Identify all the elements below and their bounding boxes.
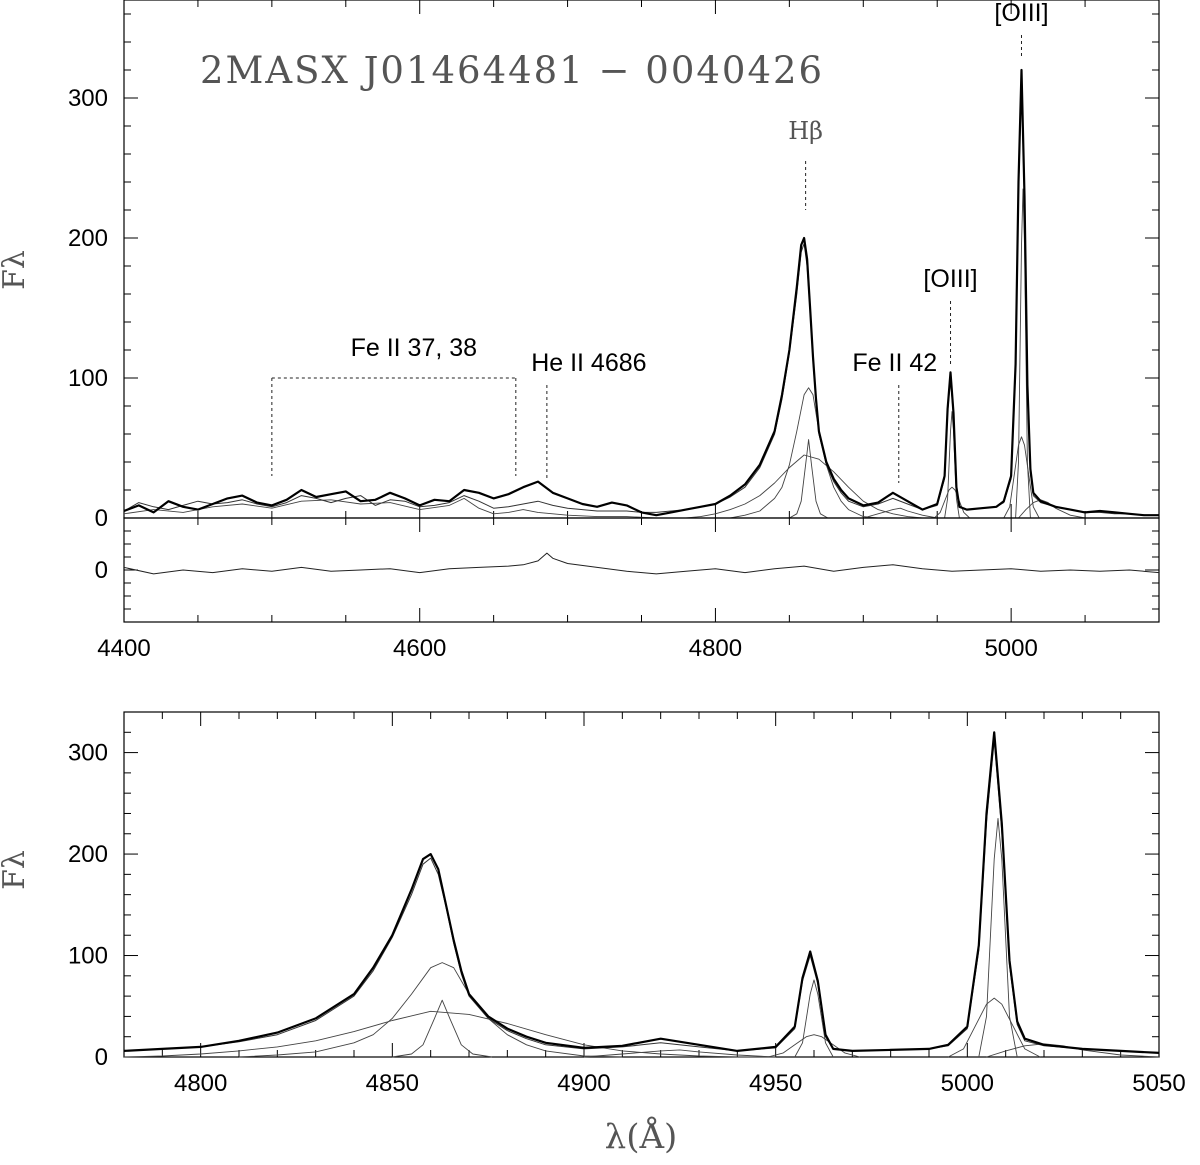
x-tick-label: 5000 — [984, 635, 1037, 662]
y-tick-label: 100 — [68, 943, 108, 970]
x-tick-label: 5050 — [1132, 1070, 1185, 1097]
series-intermediate-hbeta — [730, 387, 879, 519]
x-tick-label: 5000 — [941, 1070, 994, 1097]
series-oiii-5007-narrow — [1015, 188, 1031, 519]
series-oiii-4959-narrow — [944, 411, 960, 519]
series-fe-ii-42-component — [863, 507, 938, 519]
series-intermediate-hbeta — [238, 962, 623, 1058]
y-tick-label: 0 — [95, 557, 108, 584]
annotation-label: He II 4686 — [531, 349, 646, 377]
y-tick-label: 100 — [68, 365, 108, 392]
annotation-label: Fe II 37, 38 — [351, 334, 477, 362]
annotation-label: [OIII] — [994, 0, 1048, 27]
series-broad-hbeta — [123, 1010, 776, 1058]
y-tick-label: 200 — [68, 841, 108, 868]
y-axis-label: Fλ — [0, 850, 32, 890]
series-narrow-hbeta — [392, 999, 493, 1058]
series-model-total — [123, 80, 1159, 516]
y-tick-label: 0 — [95, 505, 108, 532]
x-tick-label: 4850 — [366, 1070, 419, 1097]
series-oiii-5007-narrow — [978, 818, 1018, 1058]
annotation-label: [OIII] — [923, 265, 977, 293]
series-red-wing — [1018, 499, 1086, 519]
x-tick-label: 4600 — [393, 635, 446, 662]
x-tick-label: 4900 — [557, 1070, 610, 1097]
y-axis-label: Fλ — [0, 250, 32, 290]
x-tick-label: 4400 — [97, 635, 150, 662]
annotation-label: Hβ — [788, 117, 823, 145]
x-tick-label: 4800 — [174, 1070, 227, 1097]
zoom-panel: 4800 4850 4900 4950 5000 5050 0 100 200 300 Fλ λ(Å) — [0, 711, 1186, 1157]
series-observed — [123, 731, 1160, 1054]
y-tick-label: 200 — [68, 225, 108, 252]
y-tick-label: 0 — [95, 1044, 108, 1071]
y-tick-label: 300 — [68, 740, 108, 767]
residual-panel: 4400 4600 4800 5000 0 — [95, 517, 1160, 662]
series-oiii-4959-narrow — [794, 979, 834, 1058]
series-red-wing — [986, 1043, 1160, 1058]
series-fe-ii-template — [123, 497, 686, 519]
x-tick-label: 4800 — [689, 635, 742, 662]
series-observed — [123, 68, 1159, 517]
series-oiii-5007-broad — [1003, 436, 1040, 519]
series-narrow-hbeta — [789, 439, 829, 519]
series-broad-hbeta — [685, 454, 938, 519]
y-tick-label: 300 — [68, 85, 108, 112]
plot-frame — [123, 711, 1160, 1058]
annotation-label: Fe II 42 — [852, 349, 937, 377]
series-oiii-5007-broad — [947, 997, 1041, 1058]
object-name: 2MASX J01464481 − 0040426 — [200, 49, 824, 92]
series-fe-ii-42-component — [583, 1049, 776, 1058]
x-axis-label: λ(Å) — [605, 1116, 678, 1157]
series-residual — [123, 552, 1160, 575]
full-spectrum-panel: 0 100 200 300 Fλ Fe II 37, 38 He II 4686 Hβ Fe I… — [0, 0, 1160, 532]
x-tick-label: 4950 — [749, 1070, 802, 1097]
